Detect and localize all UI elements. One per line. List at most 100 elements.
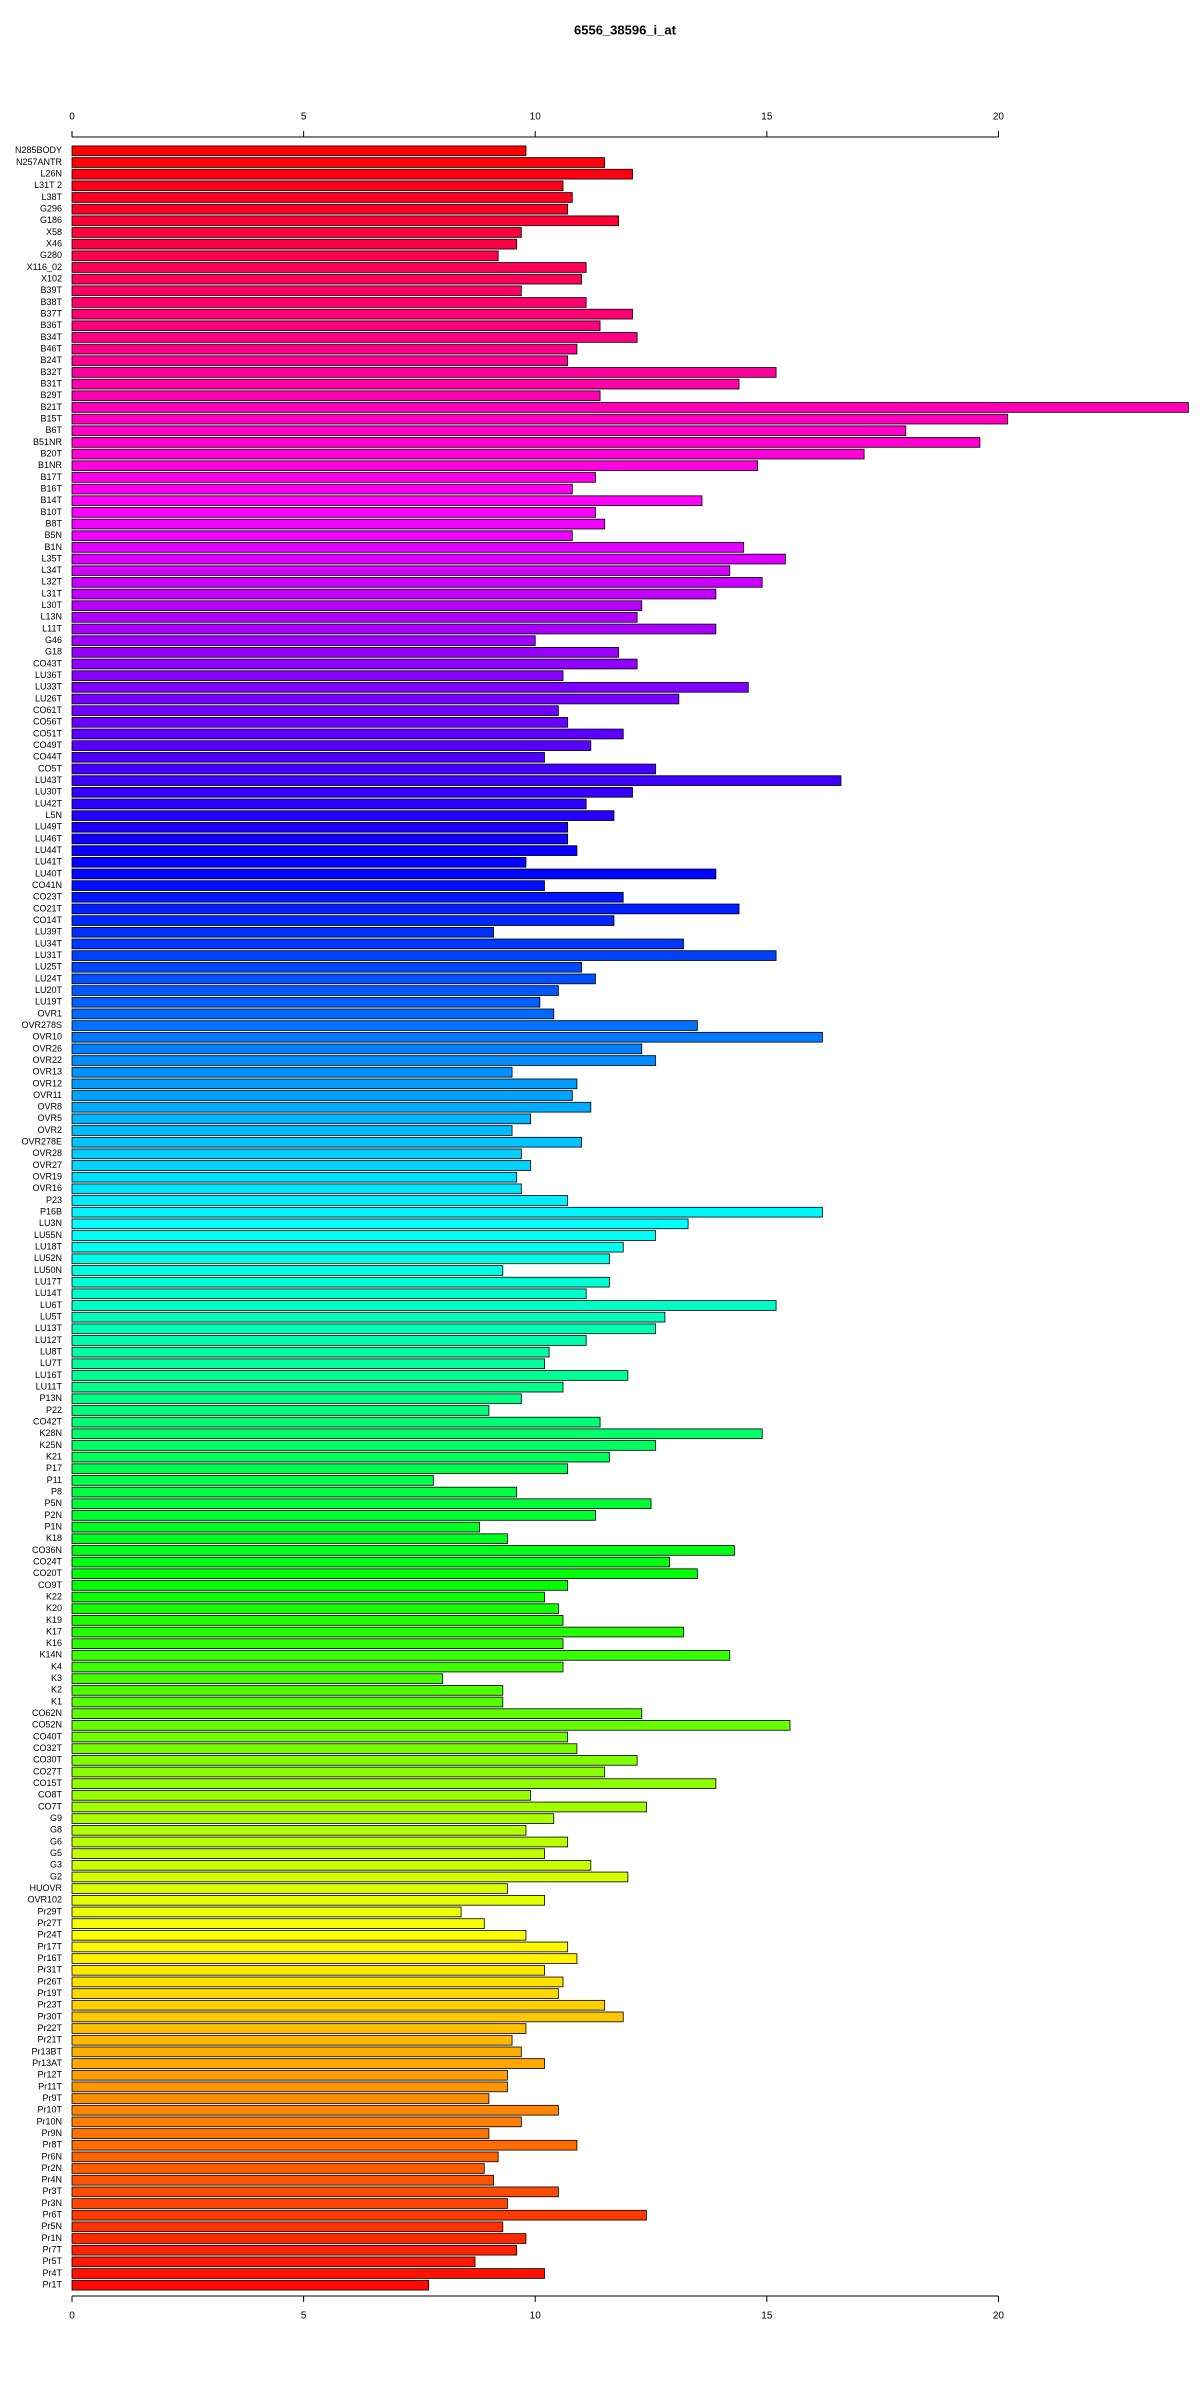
- y-tick-label: N257ANTR: [16, 157, 63, 167]
- bar: [71, 297, 587, 308]
- bar: [71, 308, 633, 320]
- y-tick-label: X46: [46, 239, 62, 249]
- y-tick-label: CO61T: [33, 705, 63, 715]
- y-tick-label: OVR10: [32, 1032, 62, 1042]
- x-tick-label: 10: [530, 112, 542, 123]
- bar: [71, 1171, 518, 1183]
- y-tick-label: OVR11: [33, 1090, 62, 1100]
- bar: [71, 950, 777, 961]
- y-tick-label: Pr17T: [37, 1941, 62, 1951]
- bar: [71, 775, 842, 786]
- bar: [71, 1440, 657, 1451]
- y-tick-label: Pr21T: [37, 2035, 62, 2045]
- y-tick-label: K19: [46, 1615, 62, 1625]
- bar: [71, 378, 740, 390]
- bar: [71, 1311, 666, 1323]
- bar: [71, 1918, 485, 1929]
- y-tick-label: B1N: [44, 542, 62, 552]
- y-tick-label: CO14T: [33, 915, 63, 925]
- bar: [71, 961, 582, 973]
- y-tick-label: L26N: [40, 169, 62, 179]
- bar: [71, 1661, 564, 1673]
- y-tick-label: Pr16T: [37, 1953, 62, 1963]
- bar: [71, 1020, 698, 1031]
- bar: [71, 821, 569, 833]
- bar: [71, 1521, 481, 1533]
- bar: [71, 996, 541, 1008]
- y-tick-label: P5N: [44, 1498, 62, 1508]
- y-tick-label: LU55N: [34, 1230, 62, 1240]
- y-tick-label: K16: [46, 1638, 62, 1648]
- y-tick-label: CO7T: [38, 1801, 63, 1811]
- bar: [71, 728, 624, 740]
- y-tick-label: Pr8T: [42, 2140, 62, 2150]
- y-tick-label: B51NR: [33, 437, 63, 447]
- y-tick-label: LU42T: [35, 798, 63, 808]
- bar: [71, 1801, 647, 1813]
- bar: [71, 1883, 508, 1894]
- bar: [71, 1941, 569, 1953]
- x-tick-label: 15: [761, 2311, 773, 2322]
- bar: [71, 1113, 531, 1125]
- bar: [71, 1778, 717, 1789]
- bar: [71, 1790, 531, 1801]
- bar: [71, 192, 573, 203]
- bar: [71, 1031, 823, 1043]
- bar: [71, 1230, 657, 1241]
- bar: [71, 856, 527, 868]
- bar: [71, 1101, 592, 1113]
- y-tick-label: CO36N: [32, 1545, 62, 1555]
- bar: [71, 600, 643, 611]
- x-tick-label: 15: [761, 112, 773, 123]
- bar: [71, 635, 536, 646]
- bar: [71, 157, 606, 168]
- y-tick-label: CO43T: [33, 658, 63, 668]
- x-tick-label: 0: [69, 2311, 75, 2322]
- bar: [71, 1603, 559, 1615]
- bar: [71, 2279, 430, 2291]
- y-tick-label: L31T: [41, 588, 62, 598]
- y-tick-label: B24T: [40, 355, 62, 365]
- y-tick-label: Pr27T: [37, 1918, 62, 1928]
- bar: [71, 2256, 476, 2268]
- bar: [71, 1545, 735, 1556]
- y-tick-label: K25N: [39, 1440, 62, 1450]
- bar: [71, 810, 615, 821]
- y-tick-label: G6: [50, 1836, 62, 1846]
- y-tick-label: Pr30T: [37, 2011, 62, 2021]
- y-tick-label: CO15T: [33, 1778, 63, 1788]
- bar: [71, 2268, 545, 2279]
- y-tick-label: B20T: [40, 448, 62, 458]
- y-tick-label: LU8T: [40, 1347, 63, 1357]
- bar: [71, 1451, 610, 1463]
- bar: [71, 1241, 624, 1253]
- y-tick-label: P8: [51, 1486, 62, 1496]
- bar: [71, 285, 522, 297]
- bar: [71, 518, 606, 530]
- bar: [71, 752, 545, 763]
- bar: [71, 1580, 569, 1591]
- y-tick-label: OVR5: [37, 1113, 62, 1123]
- bar: [71, 588, 717, 600]
- y-tick-label: LU5T: [40, 1312, 63, 1322]
- bar: [71, 1206, 823, 1218]
- bar: [71, 203, 569, 215]
- bar: [71, 483, 573, 495]
- y-tick-label: B10T: [40, 507, 62, 517]
- bar: [71, 1825, 527, 1836]
- y-tick-label: LU52N: [34, 1253, 62, 1263]
- y-tick-label: OVR28: [32, 1148, 62, 1158]
- bar: [71, 2034, 513, 2046]
- bar: [71, 2163, 485, 2174]
- bar: [71, 1125, 513, 1136]
- y-tick-label: N285BODY: [15, 145, 62, 155]
- y-tick-label: CO51T: [33, 728, 63, 738]
- bar: [71, 1055, 657, 1066]
- y-tick-label: Pr5N: [41, 2221, 62, 2231]
- bar: [71, 623, 717, 635]
- bar: [71, 833, 569, 845]
- bar: [71, 973, 596, 985]
- bar: [71, 868, 717, 880]
- y-tick-label: L32T: [41, 577, 62, 587]
- bar: [71, 1533, 508, 1545]
